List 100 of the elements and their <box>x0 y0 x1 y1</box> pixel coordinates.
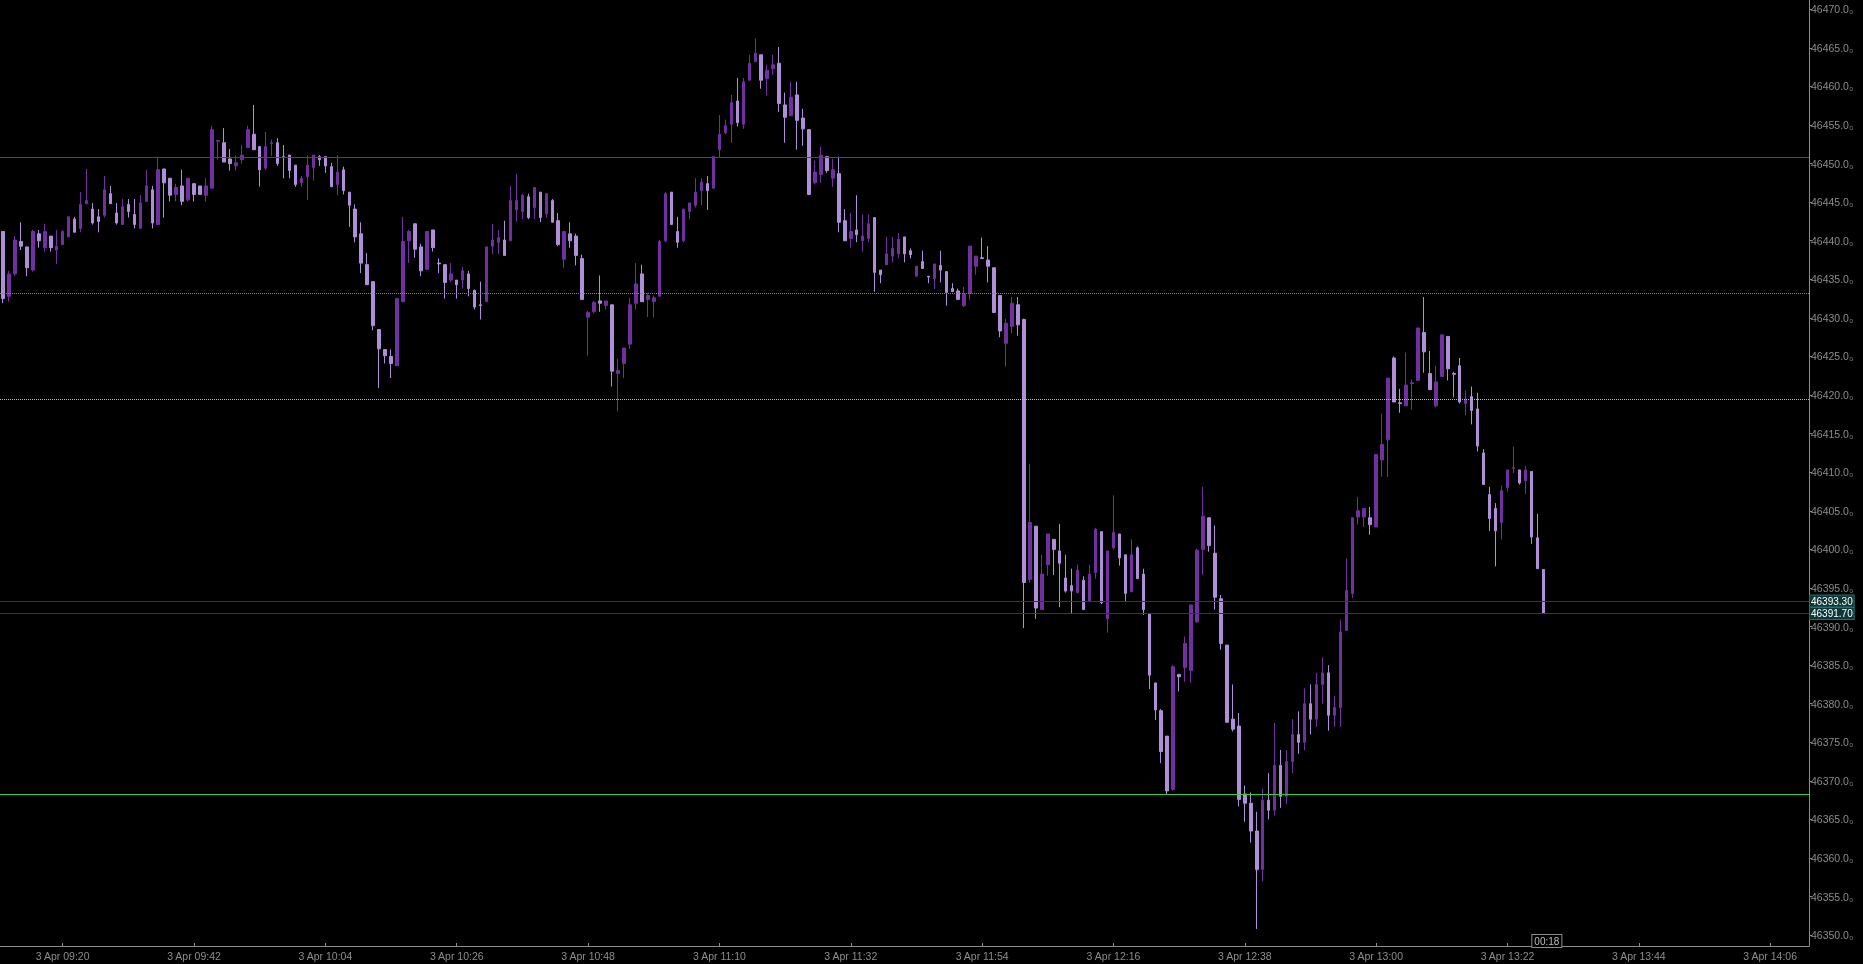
candlestick <box>180 169 184 206</box>
y-tick-label: 46470.0₀ <box>1811 3 1854 16</box>
candlestick <box>1243 785 1247 823</box>
candlestick <box>276 137 279 167</box>
candlestick <box>1500 484 1503 540</box>
y-tick-label: 46465.0₀ <box>1811 41 1854 54</box>
y-tick-label: 46430.0₀ <box>1811 311 1854 324</box>
y-tick-label: 46375.0₀ <box>1811 736 1854 749</box>
candlestick <box>1279 749 1282 809</box>
candlestick <box>759 54 763 90</box>
candlestick <box>1446 335 1450 381</box>
candlestick <box>556 212 560 247</box>
candlestick <box>216 139 220 161</box>
candlestick <box>1410 379 1414 411</box>
y-tick-label: 46390.0₀ <box>1811 620 1854 633</box>
candlestick <box>156 156 160 226</box>
candlestick <box>825 156 829 174</box>
candlestick <box>1512 446 1515 474</box>
candlestick <box>342 166 345 195</box>
candlestick <box>628 297 632 350</box>
y-tick-label: 46365.0₀ <box>1811 813 1854 826</box>
y-tick-label: 46460.0₀ <box>1811 80 1854 93</box>
candlestick <box>1034 525 1038 620</box>
candlestick <box>1 230 5 304</box>
candlestick <box>956 288 960 300</box>
candlestick <box>1506 469 1509 493</box>
candlestick <box>748 54 751 81</box>
candlestick <box>724 119 727 135</box>
candlestick <box>980 237 984 259</box>
candlestick <box>1225 644 1229 724</box>
candlestick <box>1303 687 1306 751</box>
candlestick <box>1231 683 1235 732</box>
candlestick <box>401 216 405 303</box>
candlestick <box>413 223 417 259</box>
candlestick <box>1351 517 1354 599</box>
candlestick <box>479 281 482 320</box>
candlestick <box>676 216 679 249</box>
candlestick <box>640 264 644 303</box>
y-tick-label: 46440.0₀ <box>1811 234 1854 247</box>
candlestick <box>509 185 512 242</box>
candlestick <box>694 177 697 209</box>
y-tick-label: 46405.0₀ <box>1811 504 1854 517</box>
candlestick <box>437 257 441 274</box>
candlestick <box>121 198 124 226</box>
candlestick <box>1124 554 1127 603</box>
candlestick <box>1004 318 1008 368</box>
candlestick <box>395 297 399 367</box>
candlestick <box>527 193 530 220</box>
candlestick <box>1285 749 1288 805</box>
candlestick <box>198 185 202 195</box>
candlestick <box>383 349 387 364</box>
candlestick <box>1380 413 1384 478</box>
candlestick <box>855 194 858 243</box>
candlestick <box>700 177 703 206</box>
candlestick <box>425 230 429 270</box>
candlestick <box>455 279 458 300</box>
y-tick-label: 46370.0₀ <box>1811 774 1854 787</box>
candlestick <box>885 236 888 266</box>
candlestick <box>389 349 393 379</box>
candlestick <box>658 239 661 297</box>
candlestick <box>353 203 357 243</box>
candlestick <box>1273 722 1276 817</box>
y-tick-label: 46455.0₀ <box>1811 119 1854 131</box>
candlestick <box>1404 352 1408 407</box>
candlestick <box>730 94 733 144</box>
candlestick <box>1195 548 1199 624</box>
candlestick <box>1434 365 1438 408</box>
candlestick <box>1488 486 1491 532</box>
candlestick <box>13 235 17 277</box>
candlestick <box>1524 465 1527 495</box>
candlestick <box>288 154 291 179</box>
candlestick <box>1452 371 1456 398</box>
candlestick <box>103 175 106 219</box>
candlestick <box>348 191 351 228</box>
candlestick <box>521 193 524 220</box>
candlestick <box>1183 636 1187 683</box>
candlestick <box>371 281 375 331</box>
candlestick <box>992 267 996 313</box>
candlestick <box>1142 568 1145 616</box>
x-tick-label: 3 Apr 10:48 <box>561 949 616 962</box>
candlestick <box>174 183 178 202</box>
candlestick <box>1482 448 1485 486</box>
x-tick-label: 3 Apr 09:42 <box>167 949 222 962</box>
candlestick <box>879 269 882 284</box>
y-tick-label: 46350.0₀ <box>1811 929 1854 942</box>
candlestick <box>1255 811 1259 930</box>
candlestick <box>1416 327 1420 381</box>
candlestick <box>843 208 847 242</box>
candlestick <box>795 81 799 151</box>
candlestick <box>1177 673 1181 692</box>
candlestick <box>127 198 130 219</box>
candlestick <box>359 221 363 274</box>
candlestick <box>580 254 584 300</box>
candlestick <box>777 46 781 113</box>
candlestick <box>968 245 972 300</box>
candlestick <box>682 208 685 243</box>
candlestick <box>1440 334 1444 378</box>
x-tick-label: 3 Apr 12:16 <box>1086 949 1141 962</box>
candlestick <box>1112 494 1115 550</box>
candlestick <box>61 229 64 246</box>
